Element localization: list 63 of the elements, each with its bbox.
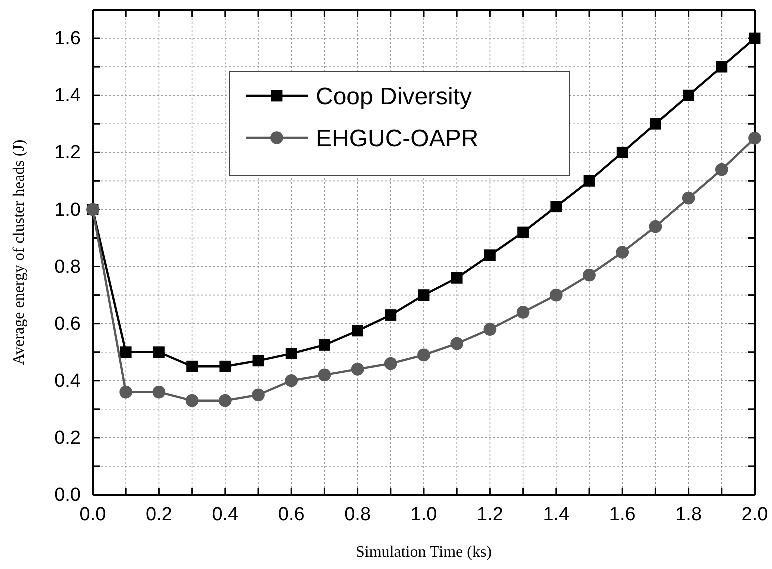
x-tick-label: 1.8 — [676, 504, 702, 526]
point — [220, 360, 232, 372]
point — [120, 386, 133, 399]
point — [484, 250, 496, 262]
point — [715, 163, 728, 176]
point — [418, 290, 430, 301]
point — [616, 246, 630, 259]
point — [252, 355, 264, 367]
point — [584, 175, 596, 187]
point — [716, 61, 728, 73]
x-tick-label: 0.4 — [212, 504, 240, 526]
point — [518, 226, 529, 238]
x-tick-label: 1.4 — [543, 504, 570, 526]
point — [385, 310, 397, 321]
point — [286, 348, 298, 360]
point — [450, 337, 464, 350]
point — [616, 146, 628, 158]
y-tick-label: 0.2 — [54, 428, 81, 450]
y-axis-title: Average energy of cluster heads (J) — [11, 140, 28, 366]
point — [583, 268, 596, 282]
x-tick-label: 1.2 — [476, 504, 504, 526]
legend-label: EHGUC-OAPR — [316, 125, 479, 152]
point — [186, 360, 198, 372]
x-tick-label: 1.0 — [410, 504, 438, 526]
x-axis-title: Simulation Time (ks) — [356, 544, 492, 561]
x-tick-label: 2.0 — [742, 504, 768, 526]
y-tick-label: 1.2 — [54, 142, 81, 164]
legend-label: Coop Diversity — [316, 83, 472, 110]
y-tick-label: 1.4 — [54, 86, 82, 107]
y-tick-label: 1.0 — [54, 200, 81, 221]
point — [649, 220, 662, 234]
point — [418, 348, 430, 362]
point — [252, 388, 265, 402]
point — [748, 132, 762, 145]
x-tick-label: 0.0 — [80, 504, 106, 526]
y-tick-label: 1.6 — [54, 28, 81, 50]
x-tick-label: 0.6 — [278, 504, 305, 526]
point — [682, 192, 696, 205]
point — [484, 323, 497, 336]
point — [650, 118, 662, 130]
point — [154, 346, 165, 358]
y-tick-label: 0.6 — [54, 314, 81, 335]
point — [186, 394, 199, 408]
x-tick-label: 1.6 — [609, 504, 636, 526]
point — [384, 357, 398, 370]
point — [451, 272, 463, 284]
point — [516, 306, 530, 319]
point — [550, 288, 563, 302]
point — [120, 346, 132, 358]
point — [319, 340, 330, 351]
x-tick-label: 0.2 — [146, 504, 172, 526]
point — [351, 363, 364, 376]
point — [550, 201, 562, 213]
point — [218, 394, 232, 408]
y-tick-label: 0.0 — [54, 485, 81, 506]
point — [318, 368, 332, 382]
point — [152, 386, 166, 399]
y-tick-label: 0.8 — [54, 256, 81, 278]
point — [352, 325, 364, 337]
point — [683, 90, 694, 102]
point — [285, 374, 298, 388]
x-tick-label: 0.8 — [344, 504, 372, 526]
y-tick-label: 0.4 — [54, 370, 82, 392]
